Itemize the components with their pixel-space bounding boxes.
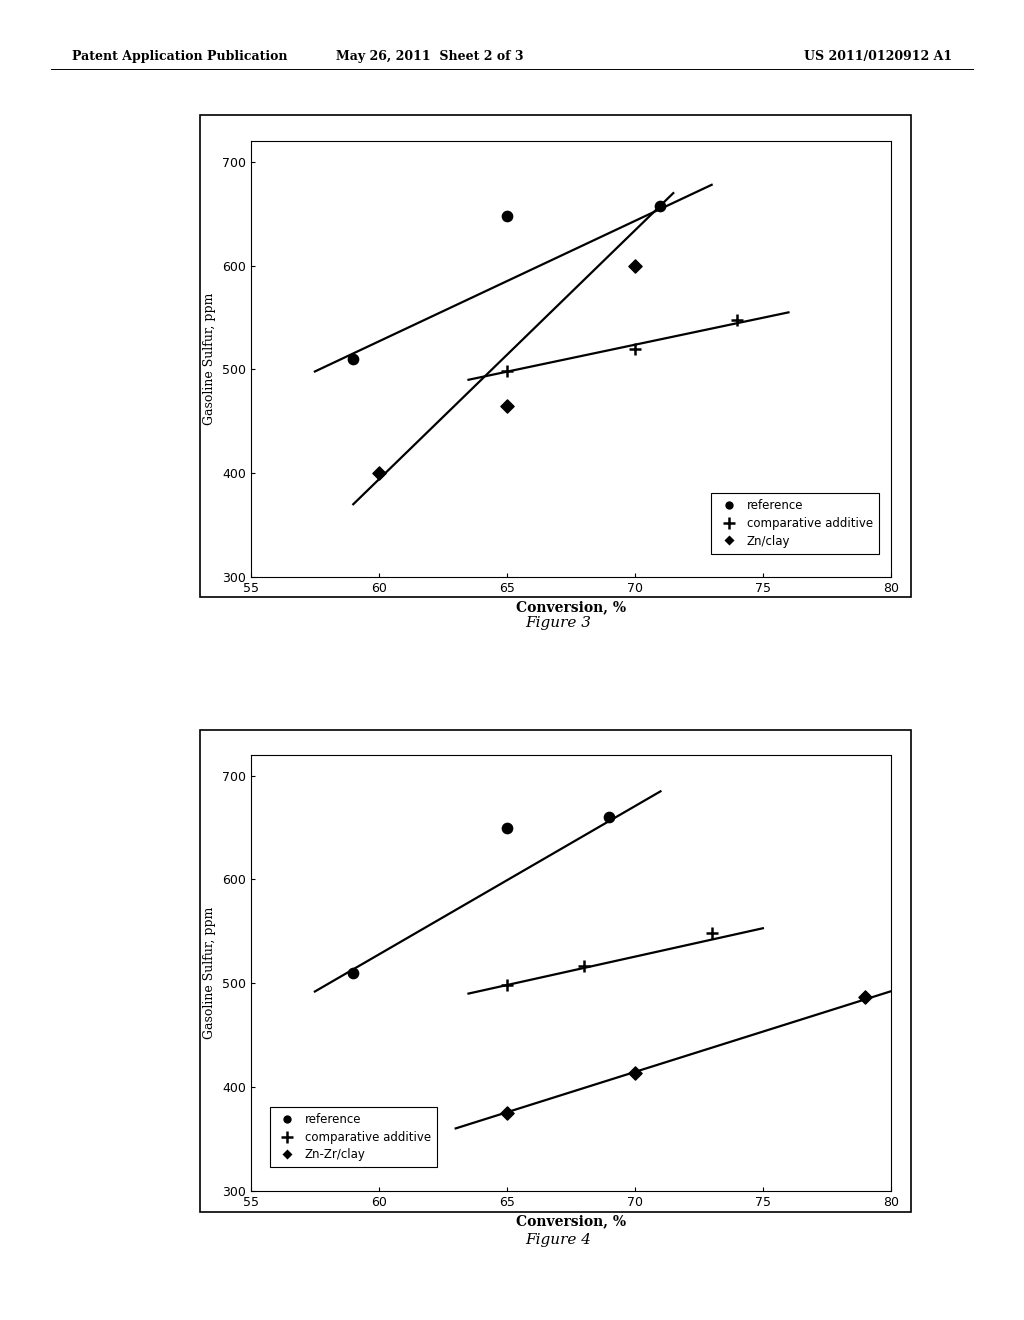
Legend: reference, comparative additive, Zn/clay: reference, comparative additive, Zn/clay <box>711 494 879 553</box>
Text: US 2011/0120912 A1: US 2011/0120912 A1 <box>804 50 952 63</box>
Point <box>729 309 745 330</box>
Point <box>627 338 643 359</box>
Y-axis label: Gasoline Sulfur, ppm: Gasoline Sulfur, ppm <box>204 907 216 1039</box>
Point <box>499 1102 515 1123</box>
Point <box>345 348 361 370</box>
Point <box>703 923 720 944</box>
Y-axis label: Gasoline Sulfur, ppm: Gasoline Sulfur, ppm <box>204 293 216 425</box>
Text: May 26, 2011  Sheet 2 of 3: May 26, 2011 Sheet 2 of 3 <box>336 50 524 63</box>
Point <box>499 360 515 381</box>
Point <box>652 195 669 216</box>
Legend: reference, comparative additive, Zn-Zr/clay: reference, comparative additive, Zn-Zr/c… <box>269 1107 437 1167</box>
X-axis label: Conversion, %: Conversion, % <box>516 601 626 614</box>
Point <box>371 462 387 483</box>
X-axis label: Conversion, %: Conversion, % <box>516 1214 626 1228</box>
Text: Figure 4: Figure 4 <box>525 1233 591 1247</box>
Point <box>499 974 515 995</box>
Point <box>499 206 515 227</box>
Point <box>627 1063 643 1084</box>
Point <box>627 255 643 276</box>
Point <box>575 954 592 975</box>
Point <box>499 395 515 416</box>
Point <box>857 986 873 1007</box>
Point <box>499 817 515 838</box>
Point <box>345 962 361 983</box>
Point <box>601 807 617 828</box>
Text: Patent Application Publication: Patent Application Publication <box>72 50 287 63</box>
Text: Figure 3: Figure 3 <box>525 616 591 631</box>
